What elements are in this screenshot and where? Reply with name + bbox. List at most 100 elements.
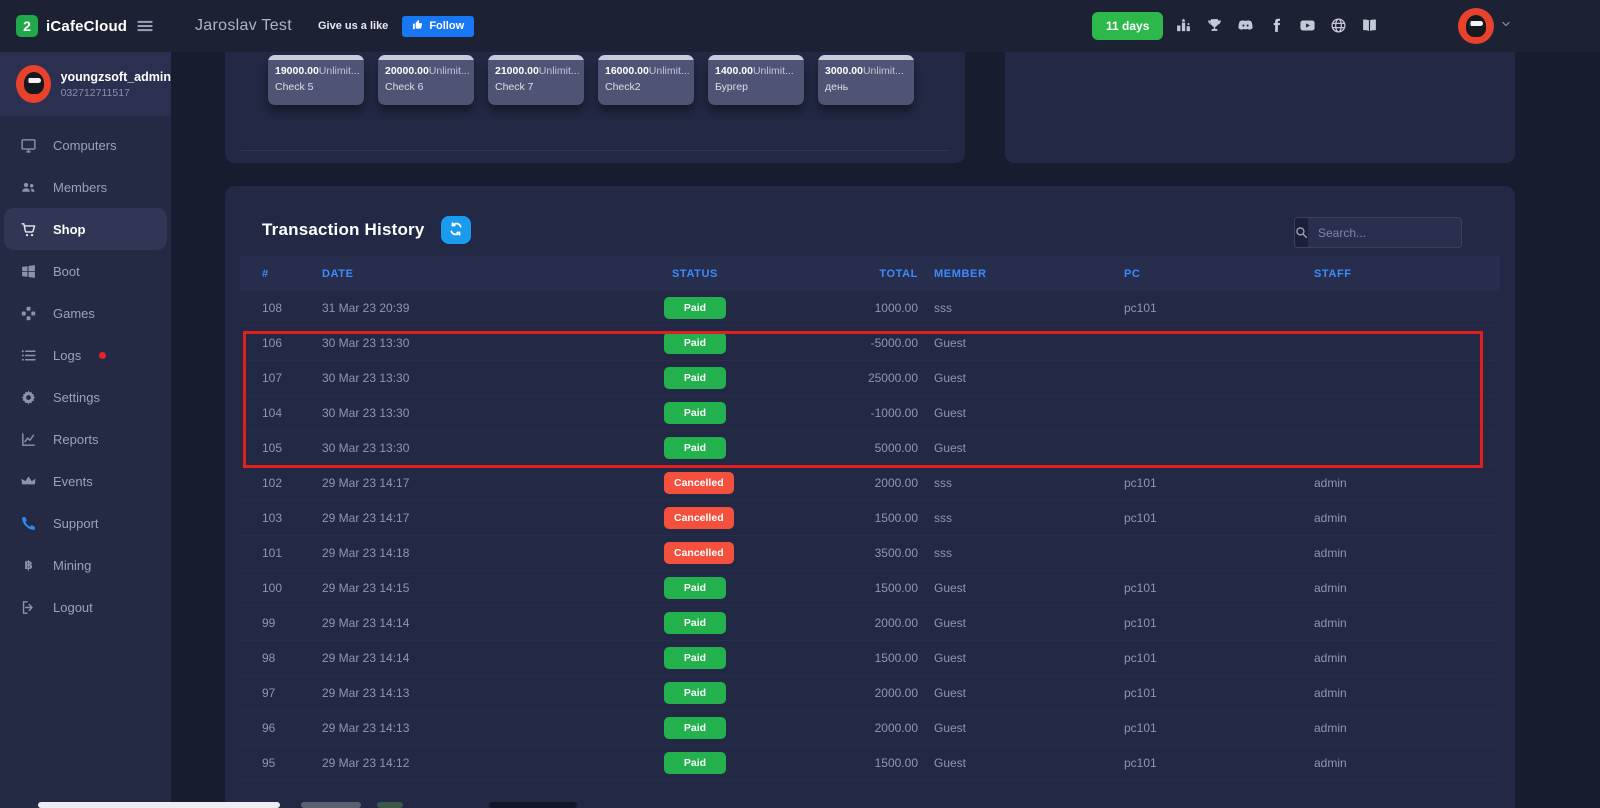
sidebar-item-computers[interactable]: Computers (0, 124, 171, 166)
chart-icon (20, 431, 37, 448)
sidebar-item-logs[interactable]: Logs (0, 334, 171, 376)
table-row[interactable]: 95 29 Mar 23 14:12 Paid 1500.00 Guest pc101 ad… (240, 746, 1500, 781)
table-row[interactable]: 100 29 Mar 23 14:15 Paid 1500.00 Guest pc101 a… (240, 571, 1500, 606)
refresh-button[interactable] (440, 216, 471, 244)
cell-id: 103 (262, 511, 283, 525)
cell-pc: pc101 (1124, 651, 1157, 665)
cell-id: 106 (262, 336, 283, 350)
table-row[interactable]: 103 29 Mar 23 14:17 Cancelled 1500.00 sss pc1… (240, 501, 1500, 536)
table-row[interactable]: 108 31 Mar 23 20:39 Paid 1000.00 sss pc101 (240, 291, 1500, 326)
cell-staff: admin (1314, 616, 1347, 630)
sidebar-item-boot[interactable]: Boot (0, 250, 171, 292)
status-badge: Paid (664, 297, 726, 319)
cell-id: 108 (262, 301, 283, 315)
cell-total: 2000.00 (874, 686, 918, 700)
table-row[interactable]: 106 30 Mar 23 13:30 Paid -5000.00 Guest (240, 326, 1500, 361)
table-row[interactable]: 98 29 Mar 23 14:14 Paid 1500.00 Guest pc101 ad… (240, 641, 1500, 676)
youtube-icon[interactable] (1296, 14, 1318, 36)
cell-member: Guest (934, 581, 967, 595)
product-card[interactable]: 19000.00Unlimit... Check 5 (268, 55, 364, 105)
cell-staff: admin (1314, 721, 1347, 735)
table-row[interactable]: 104 30 Mar 23 13:30 Paid -1000.00 Guest (240, 396, 1500, 431)
cell-member: Guest (934, 756, 967, 770)
monitor-icon (20, 137, 37, 154)
cart-icon (20, 221, 37, 238)
days-remaining-button[interactable]: 11 days (1092, 12, 1164, 40)
cell-date: 30 Mar 23 13:30 (322, 406, 410, 420)
product-card[interactable]: 1400.00Unlimit... Бургер (708, 55, 804, 105)
sidebar-item-label: Boot (53, 263, 80, 279)
cell-member: sss (934, 546, 952, 560)
refresh-icon (449, 221, 463, 239)
product-name: Check 7 (495, 81, 534, 93)
globe-icon[interactable] (1327, 14, 1349, 36)
cell-pc: pc101 (1124, 511, 1157, 525)
sidebar-item-label: Members (53, 179, 108, 195)
facebook-follow-button[interactable]: Follow (402, 15, 475, 37)
cell-staff: admin (1314, 756, 1347, 770)
avatar (1458, 8, 1494, 44)
cell-member: sss (934, 301, 952, 315)
cell-member: Guest (934, 336, 967, 350)
table-row[interactable]: 102 29 Mar 23 14:17 Cancelled 2000.00 sss pc1… (240, 466, 1500, 501)
product-limit: Unlimit... (862, 65, 904, 77)
sidebar-item-reports[interactable]: Reports (0, 418, 171, 460)
sidebar-item-games[interactable]: Games (0, 292, 171, 334)
sidebar-item-label: Mining (53, 557, 92, 573)
status-badge: Paid (664, 647, 726, 669)
table-row[interactable]: 96 29 Mar 23 14:13 Paid 2000.00 Guest pc101 ad… (240, 711, 1500, 746)
sidebar-item-members[interactable]: Members (0, 166, 171, 208)
leaderboard-icon[interactable] (1172, 14, 1194, 36)
product-card[interactable]: 20000.00Unlimit... Check 6 (378, 55, 474, 105)
windows-icon (20, 263, 37, 280)
product-card[interactable]: 3000.00Unlimit... день (818, 55, 914, 105)
cell-id: 99 (262, 616, 276, 630)
sidebar-item-settings[interactable]: Settings (0, 376, 171, 418)
app-logo-icon: 2 (16, 15, 38, 37)
cell-total: 1000.00 (874, 301, 918, 315)
product-card[interactable]: 21000.00Unlimit... Check 7 (488, 55, 584, 105)
menu-toggle-icon[interactable] (135, 16, 155, 36)
cell-date: 29 Mar 23 14:14 (322, 651, 410, 665)
cell-status: Paid (664, 402, 760, 424)
table-row[interactable]: 101 29 Mar 23 14:18 Cancelled 3500.00 sss adm… (240, 536, 1500, 571)
table-row[interactable]: 107 30 Mar 23 13:30 Paid 25000.00 Guest (240, 361, 1500, 396)
sidebar-item-support[interactable]: Support (0, 502, 171, 544)
profile-block[interactable]: youngzsoft_admin 032712711517 (0, 52, 171, 116)
product-price: 21000.00 (495, 65, 539, 77)
sidebar-item-logout[interactable]: Logout (0, 586, 171, 628)
cell-staff: admin (1314, 581, 1347, 595)
product-card[interactable]: 16000.00Unlimit... Check2 (598, 55, 694, 105)
sidebar: youngzsoft_admin 032712711517 Computers M… (0, 52, 171, 808)
bottom-partial-element (38, 802, 280, 808)
cell-pc: pc101 (1124, 686, 1157, 700)
table-row[interactable]: 99 29 Mar 23 14:14 Paid 2000.00 Guest pc101 ad… (240, 606, 1500, 641)
sidebar-item-events[interactable]: Events (0, 460, 171, 502)
profile-name: youngzsoft_admin (60, 69, 171, 84)
product-price: 20000.00 (385, 65, 429, 77)
sidebar-item-label: Logout (53, 599, 93, 615)
logout-icon (20, 599, 37, 616)
section-title: Transaction History (262, 220, 425, 239)
trophy-icon[interactable] (1203, 14, 1225, 36)
sidebar-item-label: Games (53, 305, 95, 321)
search-input[interactable] (1308, 218, 1461, 247)
discord-icon[interactable] (1234, 14, 1256, 36)
table-row[interactable]: 97 29 Mar 23 14:13 Paid 2000.00 Guest pc101 ad… (240, 676, 1500, 711)
cell-date: 29 Mar 23 14:12 (322, 756, 410, 770)
sidebar-item-mining[interactable]: ฿ Mining (0, 544, 171, 586)
product-name: Check 6 (385, 81, 424, 93)
sidebar-item-shop[interactable]: Shop (4, 208, 167, 250)
cell-status: Paid (664, 297, 760, 319)
user-menu[interactable] (1458, 8, 1512, 44)
facebook-icon[interactable] (1265, 14, 1287, 36)
table-row[interactable]: 105 30 Mar 23 13:30 Paid 5000.00 Guest (240, 431, 1500, 466)
status-badge: Paid (664, 752, 726, 774)
status-badge: Paid (664, 682, 726, 704)
product-name: Check2 (605, 81, 641, 93)
product-limit: Unlimit... (318, 65, 360, 77)
cell-total: 1500.00 (874, 756, 918, 770)
cell-date: 29 Mar 23 14:17 (322, 511, 410, 525)
sidebar-item-label: Computers (53, 137, 117, 153)
book-icon[interactable] (1358, 14, 1380, 36)
